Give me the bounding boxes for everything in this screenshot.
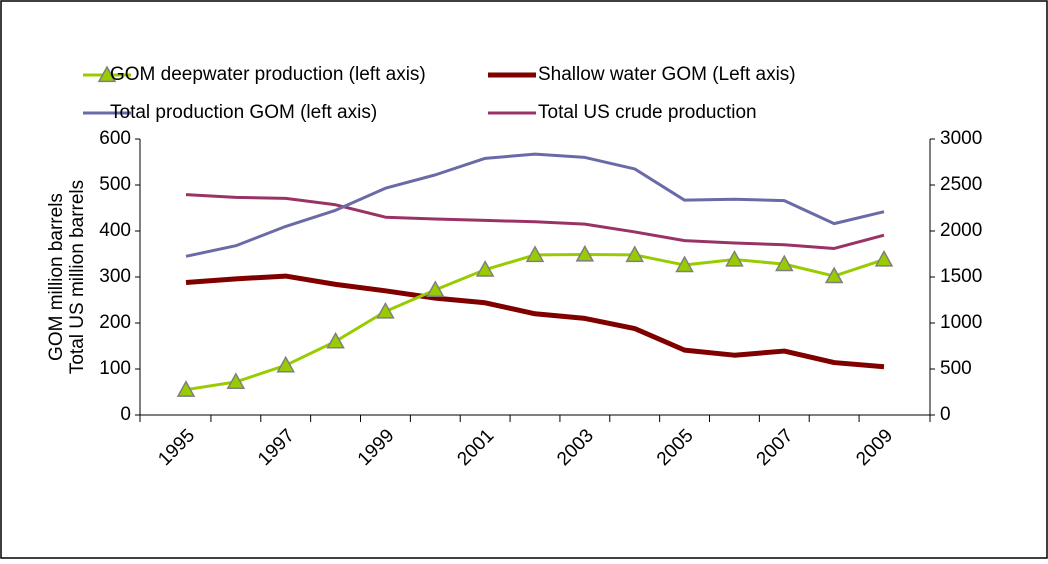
- series-line: [185, 273, 885, 370]
- y2-tick-label: 0: [940, 404, 951, 425]
- legend-label: Shallow water GOM (Left axis): [538, 64, 796, 85]
- y-axis-label: Total US million barrels: [67, 180, 88, 374]
- y2-tick-label: 1500: [940, 266, 982, 287]
- y-tick-label: 200: [99, 312, 131, 333]
- y2-tick-label: 500: [940, 358, 972, 379]
- legend-label: GOM deepwater production (left axis): [110, 64, 426, 85]
- series-marker: [276, 355, 295, 373]
- series-marker: [675, 255, 694, 273]
- y-tick-label: 600: [99, 128, 131, 149]
- y-axis-label: GOM million barrels: [46, 193, 67, 361]
- series-marker: [176, 380, 196, 397]
- series-marker: [426, 280, 445, 298]
- series-marker: [725, 249, 744, 267]
- series-marker: [775, 254, 794, 272]
- series-marker: [326, 331, 345, 349]
- y-tick-label: 100: [99, 358, 131, 379]
- series-marker: [475, 260, 495, 277]
- y-tick-label: 0: [120, 404, 131, 425]
- legend-marker: [97, 65, 117, 83]
- y2-tick-label: 1000: [940, 312, 982, 333]
- series-marker: [226, 372, 246, 390]
- series-marker: [525, 245, 545, 263]
- y2-tick-label: 3000: [940, 128, 982, 149]
- y2-tick-label: 2500: [940, 174, 982, 195]
- y2-tick-label: 2000: [940, 220, 982, 241]
- series-line: [185, 152, 885, 258]
- legend-label: Total US crude production: [538, 102, 757, 123]
- series-marker: [824, 266, 844, 284]
- series-line: [185, 193, 885, 250]
- series-marker: [376, 301, 395, 319]
- series-marker: [625, 245, 644, 263]
- series-marker: [575, 244, 595, 262]
- y-tick-label: 500: [99, 174, 131, 195]
- y-tick-label: 300: [99, 266, 131, 287]
- y-tick-label: 400: [99, 220, 131, 241]
- series-marker: [874, 249, 894, 267]
- legend-label: Total production GOM (left axis): [110, 102, 377, 123]
